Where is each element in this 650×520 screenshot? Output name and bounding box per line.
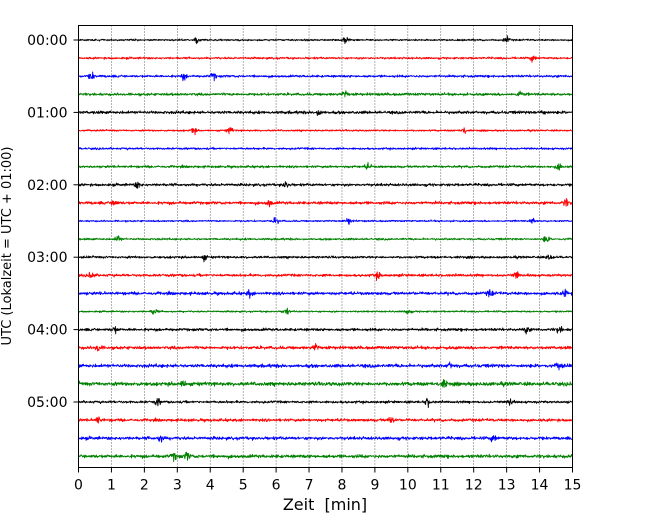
trace-row-14: [78, 288, 573, 299]
plot-background: [78, 25, 573, 468]
y-tick-label-0: 00:00: [27, 33, 67, 49]
x-tick-label-11: 11: [432, 478, 450, 494]
trace-row-6: [78, 146, 573, 151]
x-tick-label-5: 5: [239, 478, 248, 494]
x-tick-label-15: 15: [564, 478, 582, 494]
x-tick-label-8: 8: [338, 478, 347, 494]
trace-group: [78, 35, 573, 463]
trace-row-21: [78, 416, 573, 424]
y-axis: 00:00 01:00 02:00 03:00 04:00 05:00: [27, 33, 79, 411]
y-tick-label-5: 05:00: [27, 395, 67, 411]
trace-row-15: [78, 307, 573, 315]
x-tick-label-9: 9: [370, 478, 379, 494]
x-tick-label-6: 6: [272, 478, 281, 494]
trace-row-22: [78, 435, 573, 443]
trace-row-2: [78, 71, 573, 82]
trace-row-8: [78, 181, 573, 189]
x-tick-label-0: 0: [74, 478, 83, 494]
trace-row-12: [78, 254, 573, 263]
x-tick-label-4: 4: [206, 478, 215, 494]
trace-row-13: [78, 271, 573, 282]
x-tick-label-14: 14: [531, 478, 549, 494]
y-tick-label-4: 04:00: [27, 323, 67, 339]
trace-row-5: [78, 127, 573, 136]
y-tick-label-1: 01:00: [27, 105, 67, 121]
trace-row-19: [78, 378, 573, 388]
trace-row-20: [78, 397, 573, 409]
x-tick-label-13: 13: [498, 478, 516, 494]
trace-row-4: [78, 110, 573, 117]
x-axis-label: Zeit [min]: [283, 495, 367, 514]
y-axis-label: UTC (Lokalzeit = UTC + 01:00): [0, 147, 15, 346]
trace-row-16: [78, 325, 573, 335]
y-tick-label-2: 02:00: [27, 178, 67, 194]
x-tick-label-7: 7: [305, 478, 314, 494]
trace-row-23: [78, 451, 573, 463]
trace-row-3: [78, 90, 573, 98]
x-tick-label-2: 2: [140, 478, 149, 494]
x-tick-label-12: 12: [465, 478, 483, 494]
trace-row-0: [78, 35, 573, 45]
x-tick-label-10: 10: [399, 478, 417, 494]
plot-frame: [78, 25, 573, 468]
trace-row-18: [78, 361, 573, 371]
x-axis: 0 1 2 3 4 5 6 7 8 9 10 11 12 13 14 15: [74, 467, 582, 494]
y-tick-label-3: 03:00: [27, 250, 67, 266]
trace-row-7: [78, 161, 573, 171]
trace-row-9: [78, 197, 573, 208]
trace-row-11: [78, 235, 573, 243]
trace-row-1: [78, 55, 573, 63]
trace-row-17: [78, 342, 573, 352]
x-tick-label-1: 1: [107, 478, 116, 494]
trace-row-10: [78, 216, 573, 225]
x-tick-label-3: 3: [173, 478, 182, 494]
